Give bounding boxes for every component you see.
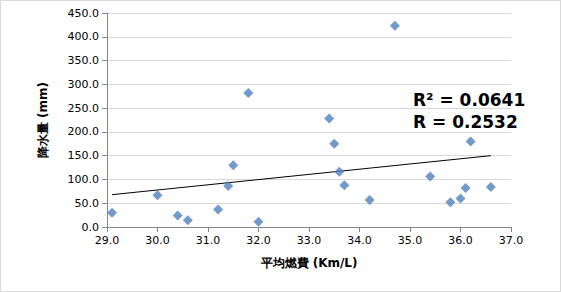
svg-text:R = 0.2532: R = 0.2532 xyxy=(413,112,518,132)
svg-text:29.0: 29.0 xyxy=(95,234,120,247)
svg-text:300.0: 300.0 xyxy=(68,78,100,91)
svg-text:34.0: 34.0 xyxy=(347,234,372,247)
svg-text:150.0: 150.0 xyxy=(68,149,100,162)
svg-text:平均燃費 (Km/L): 平均燃費 (Km/L) xyxy=(260,256,358,270)
svg-text:0.0: 0.0 xyxy=(82,221,100,234)
svg-text:30.0: 30.0 xyxy=(145,234,170,247)
svg-text:R² = 0.0641: R² = 0.0641 xyxy=(413,90,525,110)
svg-text:50.0: 50.0 xyxy=(75,197,100,210)
svg-text:36.0: 36.0 xyxy=(448,234,473,247)
svg-text:250.0: 250.0 xyxy=(68,102,100,115)
svg-text:100.0: 100.0 xyxy=(68,173,100,186)
svg-text:35.0: 35.0 xyxy=(398,234,423,247)
svg-text:400.0: 400.0 xyxy=(68,30,100,43)
svg-text:350.0: 350.0 xyxy=(68,54,100,67)
svg-text:37.0: 37.0 xyxy=(499,234,524,247)
svg-text:33.0: 33.0 xyxy=(297,234,322,247)
svg-text:200.0: 200.0 xyxy=(68,125,100,138)
svg-text:32.0: 32.0 xyxy=(246,234,271,247)
svg-text:降水量 (mm): 降水量 (mm) xyxy=(36,82,50,158)
svg-text:450.0: 450.0 xyxy=(68,7,100,20)
svg-text:31.0: 31.0 xyxy=(196,234,221,247)
